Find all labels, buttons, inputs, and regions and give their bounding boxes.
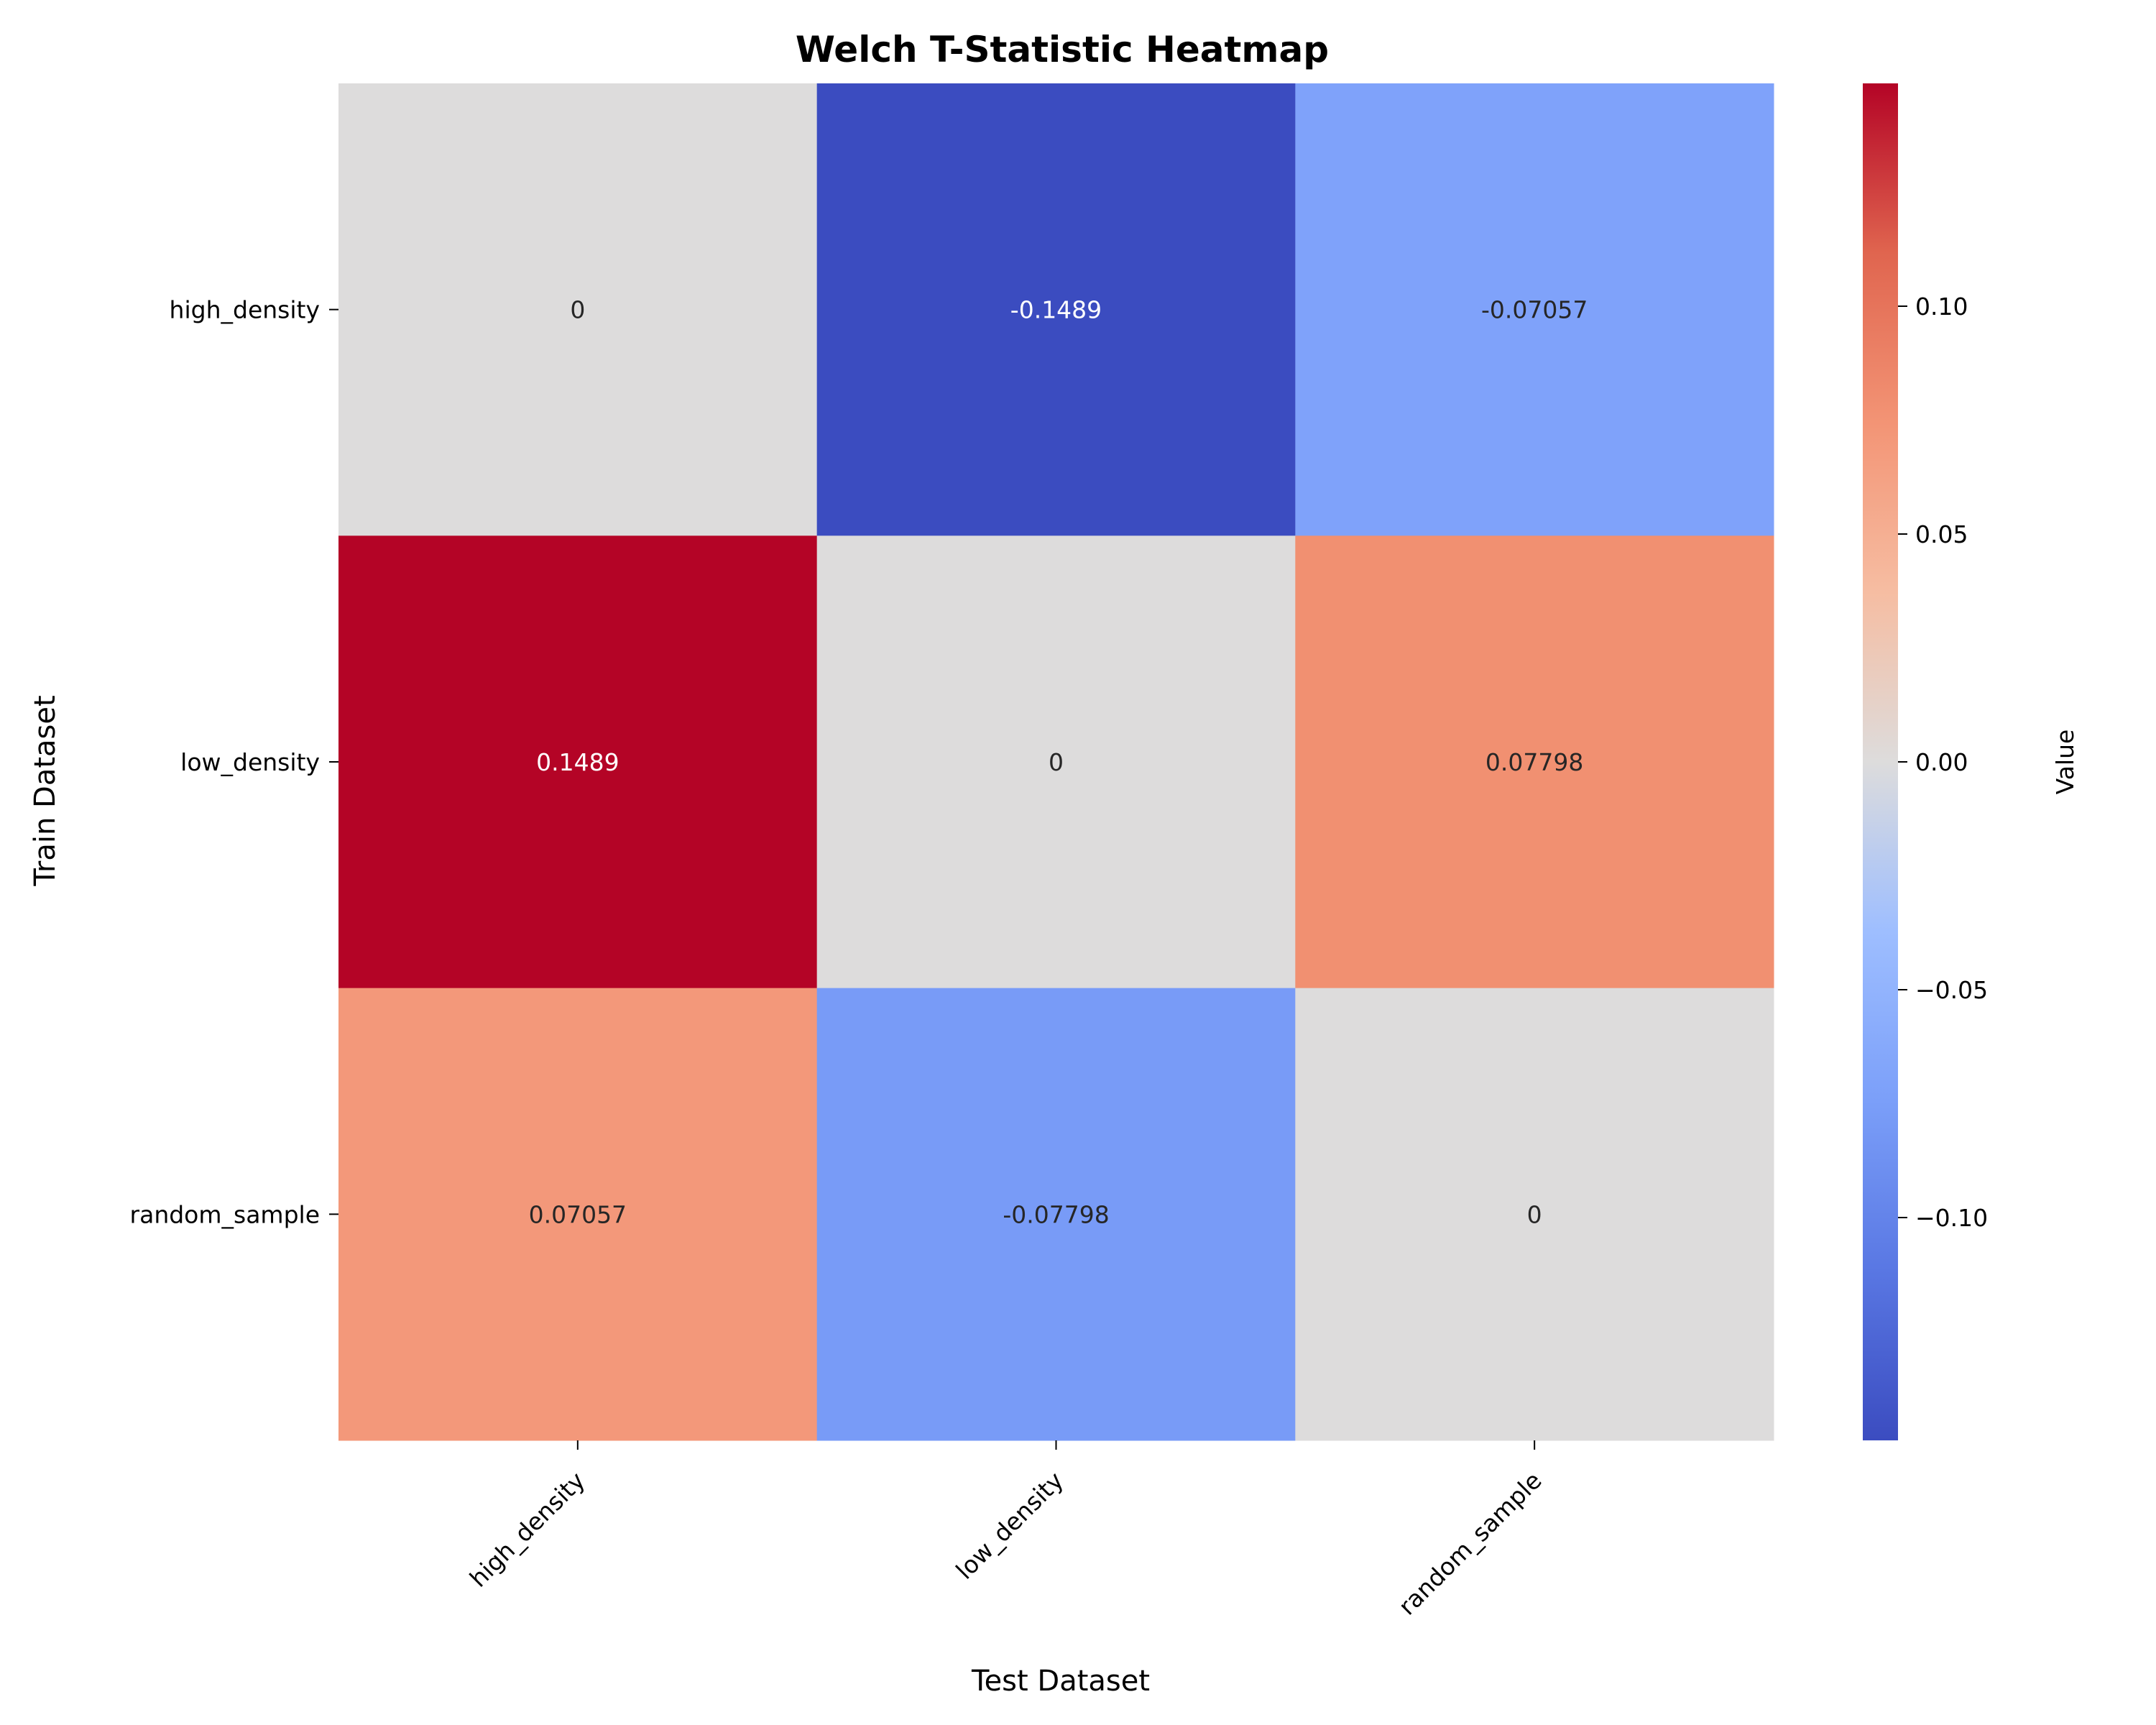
cell-value-label: 0.07798 xyxy=(1485,748,1583,776)
heatmap-cells: 0 -0.1489 -0.07057 0.1489 0 0.07798 0.07057 -0.… xyxy=(338,83,1774,1441)
colorbar-label: Value xyxy=(2051,730,2079,795)
colorbar-tick-label: 0.05 xyxy=(1915,520,1968,548)
cell-value-label: 0 xyxy=(1527,1200,1542,1228)
colorbar-tick-label: −0.05 xyxy=(1915,976,1988,1004)
x-tick-label: high_density xyxy=(464,1466,591,1593)
x-axis: high_density low_density random_sample xyxy=(464,1440,1547,1621)
heatmap-cell xyxy=(1295,988,1774,1441)
chart-title: Welch T-Statistic Heatmap xyxy=(796,29,1329,70)
heatmap-cell xyxy=(338,988,818,1441)
cell-value-label: 0.1489 xyxy=(536,748,619,776)
colorbar-tick-label: 0.00 xyxy=(1915,748,1968,776)
cell-value-label: 0.07057 xyxy=(529,1200,627,1228)
heatmap-cell xyxy=(816,83,1296,536)
y-tick-label: random_sample xyxy=(130,1200,320,1228)
colorbar xyxy=(1863,83,1898,1440)
x-axis-label: Test Dataset xyxy=(971,1665,1150,1698)
cell-value-label: -0.1489 xyxy=(1010,296,1102,324)
cell-value-label: -0.07798 xyxy=(1003,1200,1109,1228)
colorbar-ticks: 0.10 0.05 0.00 −0.05 −0.10 xyxy=(1898,293,1988,1232)
x-tick-label: random_sample xyxy=(1393,1466,1547,1621)
heatmap-cell xyxy=(338,535,818,989)
heatmap-cell xyxy=(816,988,1296,1441)
heatmap-cell xyxy=(1295,83,1774,536)
cell-value-label: 0 xyxy=(1049,748,1064,776)
cell-value-label: -0.07057 xyxy=(1481,296,1588,324)
heatmap-cell xyxy=(816,535,1296,989)
cell-value-label: 0 xyxy=(570,296,585,324)
x-tick-label: low_density xyxy=(951,1466,1069,1585)
y-axis: high_density low_density random_sample xyxy=(130,296,338,1228)
y-tick-label: high_density xyxy=(170,296,320,324)
heatmap-cell xyxy=(338,83,818,536)
colorbar-tick-label: −0.10 xyxy=(1915,1204,1988,1232)
y-axis-label: Train Dataset xyxy=(29,695,62,886)
heatmap-cell xyxy=(1295,535,1774,989)
y-tick-label: low_density xyxy=(180,748,320,776)
colorbar-tick-label: 0.10 xyxy=(1915,293,1968,321)
